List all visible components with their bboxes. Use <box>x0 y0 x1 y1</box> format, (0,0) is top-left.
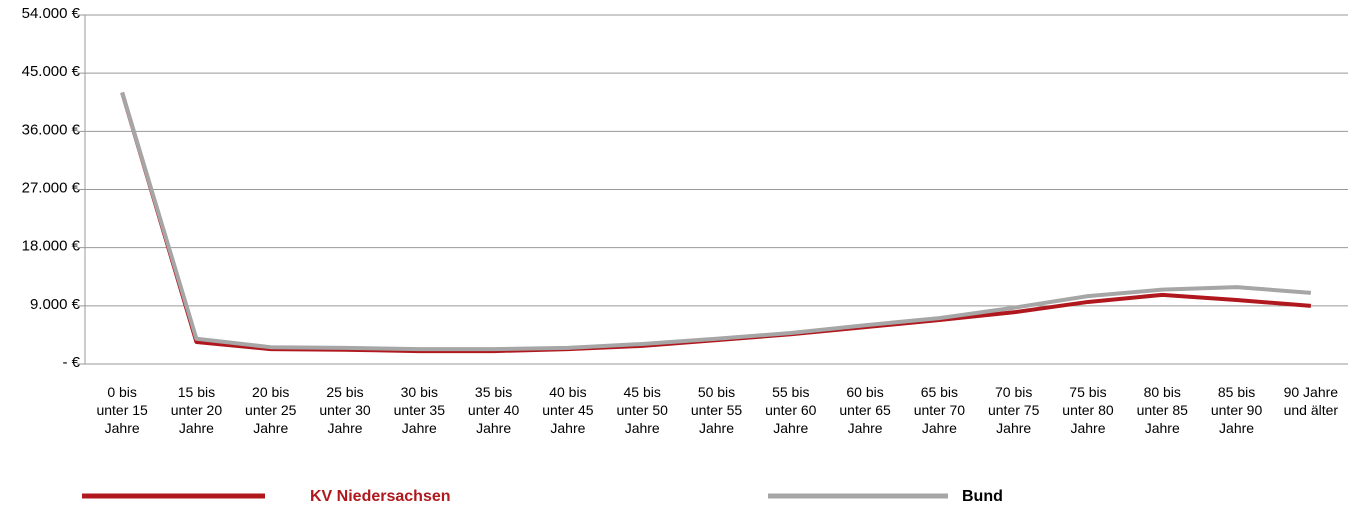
x-tick-label: 50 bis unter 55 Jahre <box>690 384 743 436</box>
x-tick-label: 55 bis unter 60 Jahre <box>765 384 817 436</box>
legend-label: Bund <box>962 488 1003 505</box>
x-tick-label: 65 bis unter 70 Jahre <box>913 384 966 436</box>
x-tick-label: 90 Jahre und älter <box>1283 384 1339 418</box>
x-tick-label: 45 bis unter 50 Jahre <box>616 384 668 436</box>
x-tick-label: 75 bis unter 80 Jahre <box>1062 384 1114 436</box>
x-tick-label: 70 bis unter 75 Jahre <box>987 384 1040 436</box>
x-tick-label: 40 bis unter 45 Jahre <box>542 384 594 436</box>
legend-label: KV Niedersachsen <box>310 488 451 505</box>
y-tick-label: 9.000 € <box>30 296 81 313</box>
x-tick-label: 30 bis unter 35 Jahre <box>393 384 445 436</box>
x-tick-label: 15 bis unter 20 Jahre <box>170 384 223 436</box>
x-tick-label: 80 bis unter 85 Jahre <box>1136 384 1188 436</box>
x-tick-label: 85 bis unter 90 Jahre <box>1210 384 1263 436</box>
y-tick-label: 54.000 € <box>22 5 81 22</box>
y-tick-label: - € <box>62 354 80 371</box>
x-tick-label: 60 bis unter 65 Jahre <box>839 384 891 436</box>
y-tick-label: 45.000 € <box>22 63 81 80</box>
x-tick-label: 25 bis unter 30 Jahre <box>319 384 371 436</box>
x-tick-label: 0 bis unter 15 Jahre <box>96 384 148 436</box>
y-tick-label: 27.000 € <box>22 179 81 196</box>
x-tick-label: 35 bis unter 40 Jahre <box>467 384 520 436</box>
y-tick-label: 18.000 € <box>22 238 81 255</box>
y-tick-label: 36.000 € <box>22 121 81 138</box>
series-line <box>120 91 1312 352</box>
x-tick-label: 20 bis unter 25 Jahre <box>245 384 297 436</box>
